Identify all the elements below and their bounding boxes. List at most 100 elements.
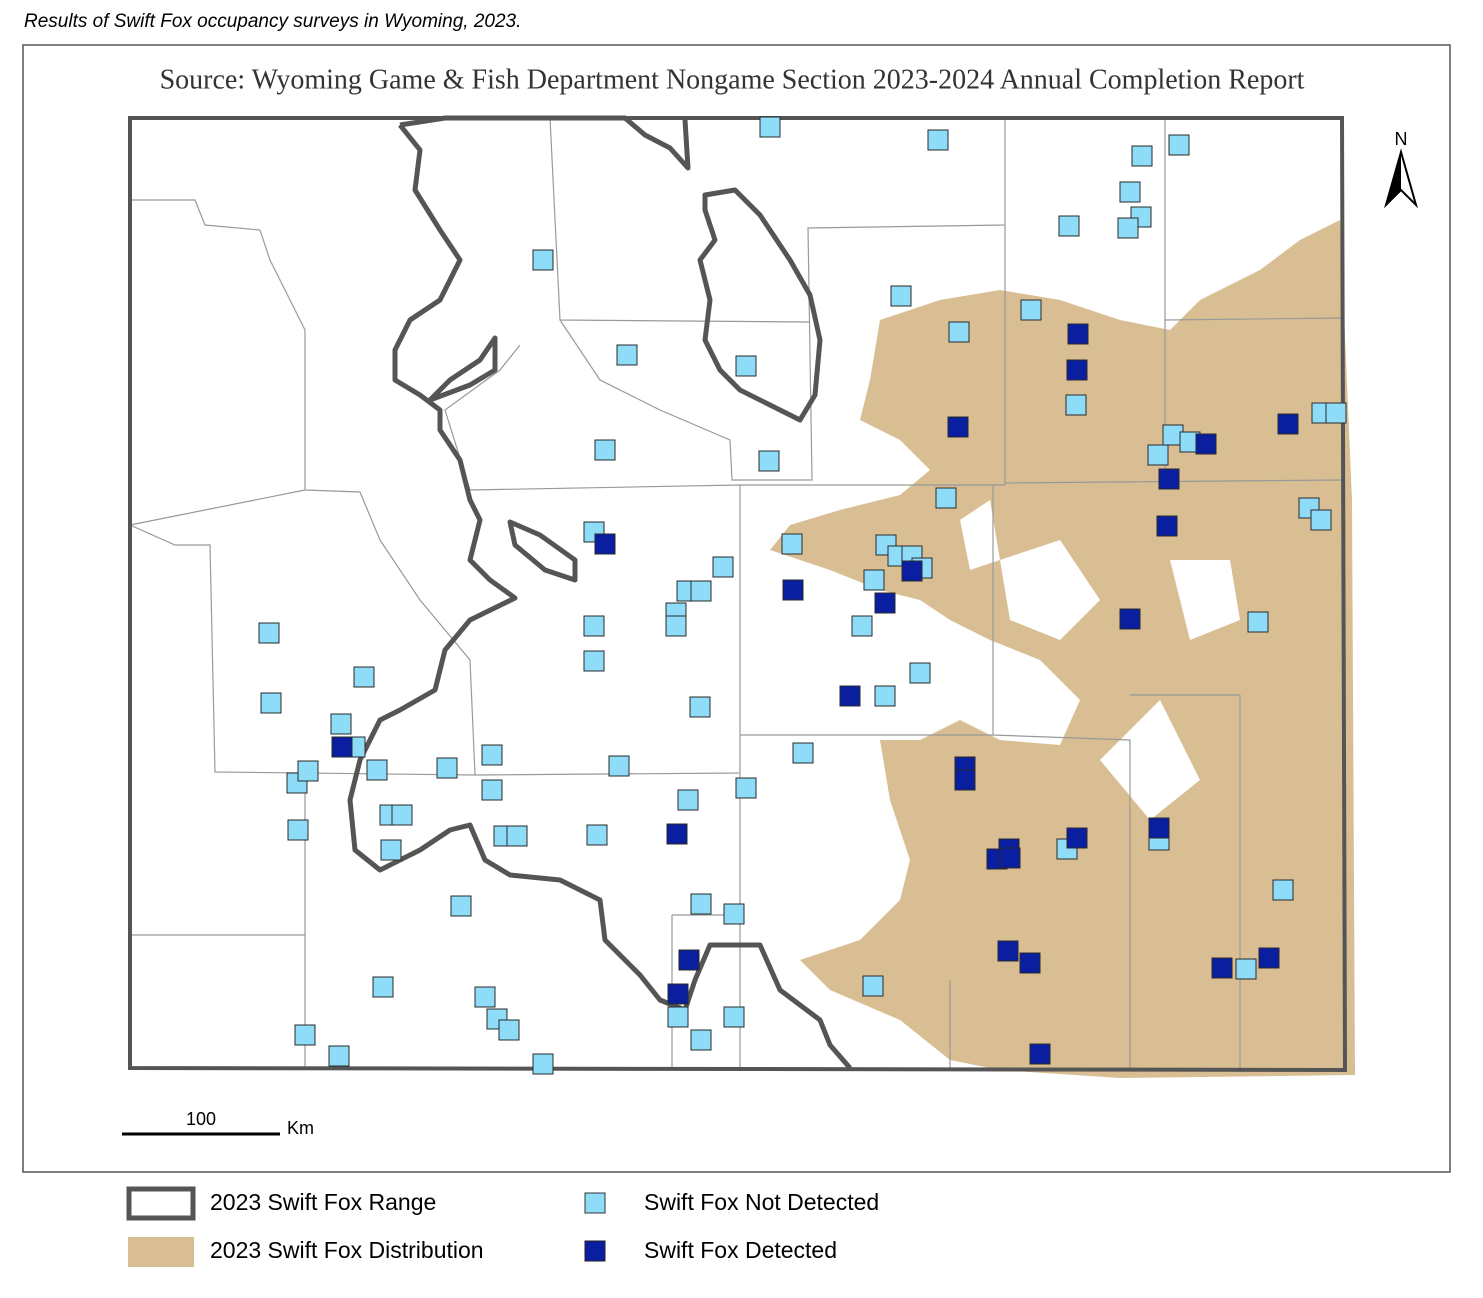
- site-detected: [947, 416, 969, 438]
- site-not-detected: [1131, 145, 1153, 167]
- legend-distribution-swatch: [128, 1237, 194, 1267]
- site-not-detected: [927, 129, 949, 151]
- site-detected: [331, 736, 353, 758]
- site-not-detected: [862, 975, 884, 997]
- site-not-detected: [1020, 299, 1042, 321]
- site-not-detected: [380, 839, 402, 861]
- range-line: [697, 187, 823, 423]
- site-not-detected: [1235, 958, 1257, 980]
- site-not-detected: [260, 692, 282, 714]
- site-detected: [1258, 947, 1280, 969]
- site-detected: [1066, 359, 1088, 381]
- legend-range-swatch: [126, 1186, 196, 1221]
- site-not-detected: [391, 804, 413, 826]
- site-detected: [1148, 817, 1170, 839]
- site-detected: [1156, 515, 1178, 537]
- site-detected: [901, 560, 923, 582]
- site-not-detected: [851, 615, 873, 637]
- site-not-detected: [1310, 509, 1332, 531]
- legend-label: Swift Fox Not Detected: [644, 1189, 879, 1215]
- site-not-detected: [735, 355, 757, 377]
- site-detected: [874, 592, 896, 614]
- site-not-detected: [330, 713, 352, 735]
- distribution-gap: [960, 500, 1240, 820]
- site-not-detected: [498, 1019, 520, 1041]
- north-arrow-fill: [1386, 152, 1401, 205]
- site-detected: [666, 823, 688, 845]
- site-detected: [1119, 608, 1141, 630]
- site-not-detected: [532, 249, 554, 271]
- site-not-detected: [1325, 402, 1347, 424]
- site-not-detected: [890, 285, 912, 307]
- site-not-detected: [506, 825, 528, 847]
- site-detected: [954, 769, 976, 791]
- state-border: [128, 116, 1348, 1073]
- site-not-detected: [667, 1006, 689, 1028]
- site-not-detected: [689, 696, 711, 718]
- site-detected: [1019, 952, 1041, 974]
- site-detected: [1211, 957, 1233, 979]
- site-not-detected: [586, 824, 608, 846]
- site-not-detected: [723, 903, 745, 925]
- site-not-detected: [366, 759, 388, 781]
- site-not-detected: [616, 344, 638, 366]
- site-not-detected: [583, 650, 605, 672]
- site-not-detected: [690, 893, 712, 915]
- site-detected: [1029, 1043, 1051, 1065]
- site-not-detected: [677, 789, 699, 811]
- site-not-detected: [1058, 215, 1080, 237]
- site-not-detected: [1147, 444, 1169, 466]
- site-not-detected: [759, 116, 781, 138]
- site-not-detected: [1117, 217, 1139, 239]
- legend-not-detected-swatch: [584, 1192, 606, 1214]
- legend-label: 2023 Swift Fox Distribution: [210, 1237, 484, 1263]
- county-lines: [129, 117, 1343, 1068]
- site-not-detected: [474, 986, 496, 1008]
- site-detected: [667, 983, 689, 1005]
- site-not-detected: [712, 556, 734, 578]
- site-not-detected: [372, 976, 394, 998]
- site-detected: [997, 940, 1019, 962]
- site-not-detected: [1168, 134, 1190, 156]
- site-not-detected: [723, 1006, 745, 1028]
- legend-label: Swift Fox Detected: [644, 1237, 837, 1263]
- site-not-detected: [690, 1029, 712, 1051]
- site-not-detected: [583, 615, 605, 637]
- site-detected: [678, 949, 700, 971]
- caption: Results of Swift Fox occupancy surveys i…: [24, 11, 521, 32]
- site-not-detected: [874, 685, 896, 707]
- legend-detected-swatch: [584, 1240, 606, 1262]
- site-not-detected: [532, 1053, 554, 1075]
- site-detected: [1066, 827, 1088, 849]
- site-not-detected: [328, 1045, 350, 1067]
- scale-unit: Km: [287, 1118, 314, 1138]
- site-detected: [782, 579, 804, 601]
- survey-points: [258, 116, 1347, 1075]
- site-not-detected: [665, 615, 687, 637]
- site-detected: [1195, 433, 1217, 455]
- site-not-detected: [297, 760, 319, 782]
- range-line: [507, 519, 578, 583]
- site-not-detected: [863, 569, 885, 591]
- site-not-detected: [909, 662, 931, 684]
- site-not-detected: [1247, 611, 1269, 633]
- site-detected: [839, 685, 861, 707]
- site-detected: [1277, 413, 1299, 435]
- site-not-detected: [1272, 879, 1294, 901]
- north-label: N: [1395, 129, 1408, 149]
- site-not-detected: [792, 742, 814, 764]
- site-not-detected: [258, 622, 280, 644]
- site-detected: [999, 847, 1021, 869]
- site-not-detected: [690, 580, 712, 602]
- site-detected: [594, 533, 616, 555]
- site-not-detected: [1065, 394, 1087, 416]
- site-not-detected: [735, 777, 757, 799]
- site-not-detected: [294, 1024, 316, 1046]
- site-not-detected: [594, 439, 616, 461]
- site-not-detected: [353, 666, 375, 688]
- site-not-detected: [287, 819, 309, 841]
- site-not-detected: [781, 533, 803, 555]
- site-detected: [1158, 468, 1180, 490]
- site-not-detected: [481, 779, 503, 801]
